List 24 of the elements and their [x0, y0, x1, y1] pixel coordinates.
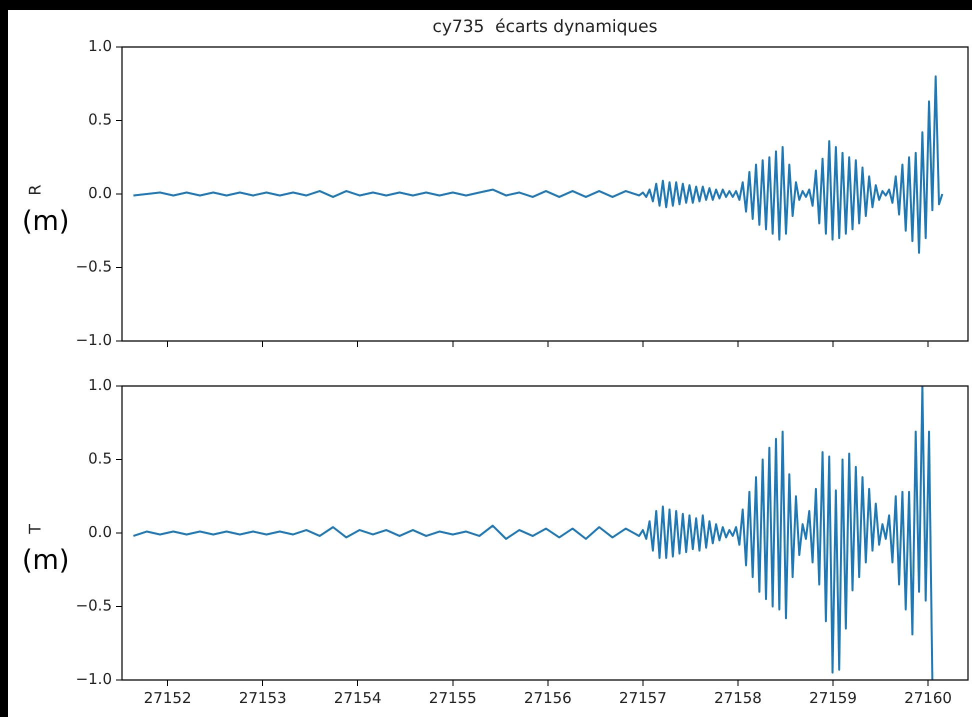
chart-title: cy735 écarts dynamiques	[432, 17, 658, 37]
text: (m)	[22, 206, 70, 237]
y-tick-label: 0.5	[88, 449, 112, 468]
x-tick-label: 27157	[619, 688, 667, 707]
y-axis-title: R	[26, 184, 44, 196]
y-tick-label: −1.0	[76, 330, 112, 349]
y-tick-label: 0.5	[88, 110, 112, 128]
y-tick-label: 1.0	[88, 376, 112, 394]
x-tick-label: 27158	[714, 688, 762, 707]
x-tick-label: 27152	[144, 688, 192, 707]
y-tick-label: 0.0	[88, 522, 112, 541]
x-tick-label: 27159	[809, 688, 857, 707]
y-tick-label: 1.0	[88, 36, 112, 55]
x-tick-label: 27153	[238, 688, 287, 707]
x-tick-label: 27156	[524, 688, 572, 707]
y-tick-label: −0.5	[76, 596, 112, 614]
y-tick-label: −0.5	[76, 257, 112, 276]
y-tick-label: 0.0	[88, 184, 112, 202]
x-tick-label: 27160	[904, 688, 952, 707]
y-axis-title: T	[26, 524, 44, 534]
x-tick-label: 27154	[334, 688, 382, 707]
text: (m)	[22, 545, 70, 576]
x-tick-label: 27155	[428, 688, 477, 707]
y-tick-label: −1.0	[76, 670, 112, 688]
